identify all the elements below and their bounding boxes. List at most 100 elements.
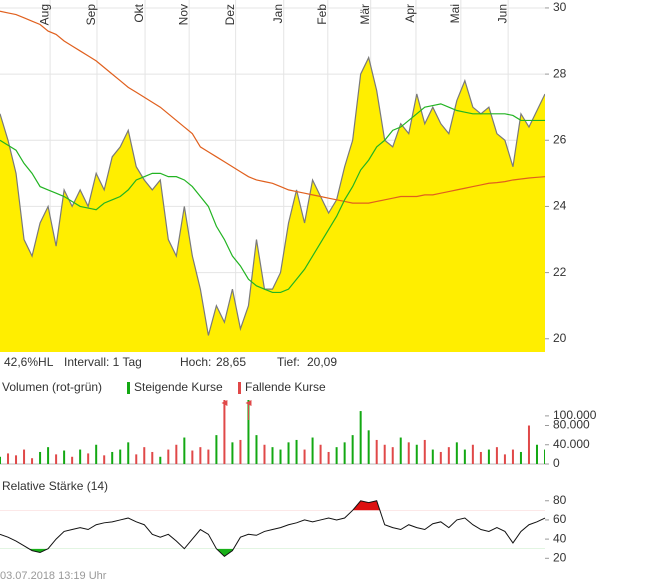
volume-bar — [335, 447, 338, 464]
volume-bar — [423, 439, 426, 464]
x-tick-label: Feb — [315, 4, 329, 25]
volume-bar — [351, 435, 354, 464]
volume-bar — [439, 451, 442, 464]
volume-bar — [159, 456, 162, 464]
volume-bar — [495, 447, 498, 464]
info-text: 28,65 — [216, 355, 246, 369]
volume-bar — [503, 454, 506, 464]
volume-bar — [39, 451, 42, 464]
x-tick-label: Mär — [358, 4, 372, 25]
volume-bar — [319, 444, 322, 464]
volume-bar — [183, 437, 186, 464]
volume-bar — [47, 447, 50, 464]
volume-bar — [215, 435, 218, 464]
y-tick-label: 28 — [553, 66, 567, 80]
volume-bar — [263, 444, 266, 464]
volume-bar — [135, 454, 138, 464]
info-text: Hoch: — [180, 355, 211, 369]
volume-bar — [15, 455, 18, 464]
volume-bar — [479, 451, 482, 464]
volume-bars — [0, 400, 545, 464]
x-tick-label: Nov — [176, 4, 190, 25]
volume-bar — [191, 450, 194, 464]
x-tick-label: Jan — [271, 4, 285, 23]
x-tick-label: Dez — [223, 4, 237, 25]
volume-bar — [311, 437, 314, 464]
plot — [0, 10, 545, 352]
volume-bar — [23, 449, 26, 464]
y-tick-label: 20 — [553, 550, 567, 564]
y-tick-label: 26 — [553, 132, 567, 146]
y-tick-label: 40 — [553, 531, 567, 545]
volume-bar — [303, 449, 306, 464]
volume-bar — [63, 450, 66, 464]
volume-bar — [207, 449, 210, 464]
y-tick-label: 30 — [553, 0, 567, 14]
volume-bar — [511, 449, 514, 464]
info-text: 20,09 — [307, 355, 337, 369]
volume-bar — [415, 444, 418, 464]
legend-swatch — [238, 382, 241, 394]
volume-bar — [167, 449, 170, 464]
volume-bar — [463, 449, 466, 464]
rsi-line — [0, 500, 546, 558]
volume-bar — [447, 447, 450, 464]
moving-average — [0, 103, 545, 294]
moving-average — [0, 10, 545, 204]
y-tick-label: 24 — [553, 199, 567, 213]
volume-bar — [199, 447, 202, 464]
volume-bar — [527, 425, 530, 464]
volume-bar — [295, 439, 298, 464]
y-tick-label: 22 — [553, 265, 567, 279]
timestamp: 03.07.2018 13:19 Uhr — [0, 570, 107, 582]
price-line — [0, 55, 545, 336]
volume-bar — [375, 439, 378, 464]
volume-bar — [0, 456, 1, 464]
volume-bar — [247, 400, 250, 464]
x-tick-label: Aug — [37, 4, 51, 25]
volume-bar — [383, 444, 386, 464]
volume-bar — [87, 453, 90, 464]
volume-bar — [127, 442, 130, 464]
volume-bar — [279, 449, 282, 464]
volume-bar — [231, 442, 234, 464]
legend-label: Steigende Kurse — [134, 380, 223, 394]
info-text: 42,6%HL — [4, 355, 54, 369]
volume-bar — [359, 411, 362, 464]
volume-bar — [143, 447, 146, 464]
x-tick-label: Sep — [84, 4, 98, 26]
volume-bar — [535, 444, 538, 464]
y-tick-label: 40.000 — [553, 437, 590, 451]
volume-bar — [71, 456, 74, 464]
legend-label: Fallende Kurse — [245, 380, 326, 394]
volume-bar — [7, 453, 10, 464]
volume-bar — [327, 451, 330, 464]
volume-bar — [544, 449, 545, 464]
volume-bar — [223, 400, 226, 464]
rsi-band-fill — [0, 500, 545, 511]
volume-bar — [407, 442, 410, 464]
panel-title: Volumen (rot-grün) — [2, 380, 102, 394]
volume-bar — [519, 451, 522, 464]
y-tick-label: 100.000 — [553, 408, 597, 422]
volume-bar — [431, 449, 434, 464]
panel-title: Relative Stärke (14) — [2, 479, 108, 493]
volume-bar — [487, 449, 490, 464]
y-tick-label: 60 — [553, 512, 567, 526]
volume-bar — [255, 435, 258, 464]
volume-bar — [271, 447, 274, 464]
info-text: Intervall: 1 Tag — [64, 355, 142, 369]
volume-bar — [95, 444, 98, 464]
volume-bar — [111, 451, 114, 464]
volume-bar — [239, 439, 242, 464]
volume-bar — [103, 455, 106, 464]
y-tick-label: 80 — [553, 493, 567, 507]
volume-bar — [343, 442, 346, 464]
x-tick-label: Mai — [448, 4, 462, 23]
x-tick-label: Jun — [495, 4, 509, 23]
y-tick-label: 20 — [553, 331, 567, 345]
volume-bar — [287, 442, 290, 464]
volume-bar — [471, 444, 474, 464]
volume-bar — [79, 449, 82, 464]
